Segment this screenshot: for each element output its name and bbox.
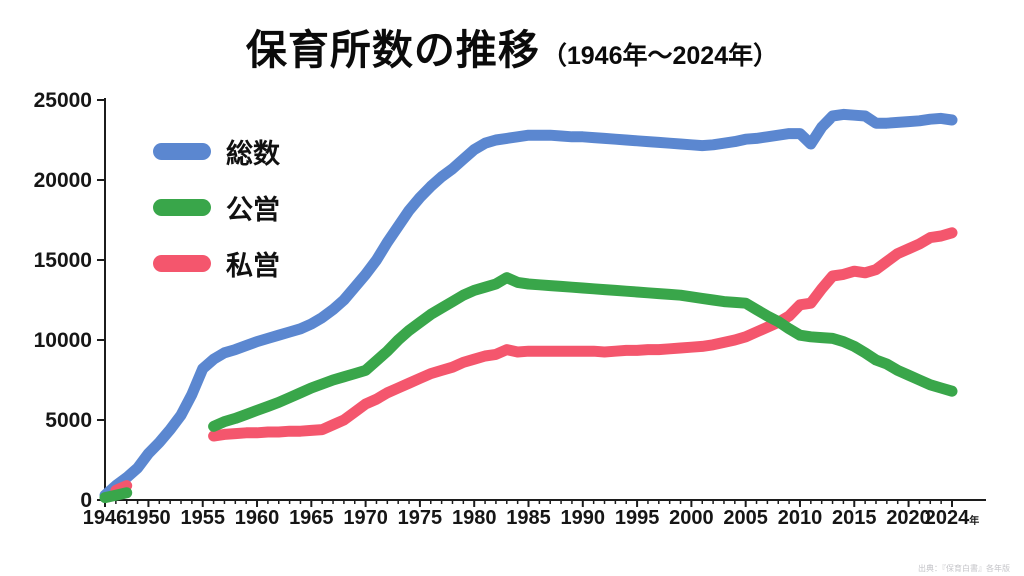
y-tick-label: 25000 (34, 89, 92, 112)
y-tick-label: 10000 (34, 329, 92, 352)
legend-swatch-public (153, 199, 211, 216)
chart-title-main: 保育所数の推移 (245, 27, 540, 73)
x-tick-label: 1975 (398, 507, 443, 529)
source-note: 出典：『保育白書』各年版 (918, 564, 1010, 573)
y-tick-label: 20000 (34, 169, 92, 192)
x-tick-label: 1965 (289, 507, 334, 529)
legend-item-total: 総数 (153, 132, 280, 171)
legend-swatch-private (153, 255, 211, 272)
legend-swatch-total (153, 143, 211, 160)
x-tick-label: 2024年 (925, 507, 980, 529)
x-tick-label: 1970 (343, 507, 388, 529)
x-tick-label: 1960 (235, 507, 280, 529)
x-tick-label: 2005 (723, 507, 768, 529)
x-tick-label: 1955 (180, 507, 225, 529)
legend-item-public: 公営 (153, 188, 280, 227)
line-private (208, 227, 958, 442)
legend-label-total: 総数 (226, 139, 280, 169)
y-tick-label: 15000 (34, 249, 92, 272)
x-tick-label: 1985 (506, 507, 551, 529)
x-tick-label: 1990 (561, 507, 606, 529)
x-tick-label: 2000 (669, 507, 714, 529)
legend-label-private: 私営 (226, 251, 280, 281)
x-tick-label: 1950 (126, 507, 171, 529)
legend-label-public: 公営 (226, 195, 280, 225)
line-total (99, 108, 958, 501)
chart-title-sub: （1946年～2024年） (541, 42, 779, 70)
y-tick-label: 0 (80, 489, 92, 512)
legend-item-private: 私営 (153, 244, 280, 283)
x-tick-label: 1946 (83, 507, 128, 529)
chart-title: 保育所数の推移 （1946年～2024年） (0, 16, 1024, 76)
line-public (208, 272, 958, 432)
y-tick-label: 5000 (45, 409, 92, 432)
x-tick-label: 1980 (452, 507, 497, 529)
legend: 総数 公営 私営 (153, 132, 280, 283)
x-tick-label: 2010 (778, 507, 823, 529)
line-public (99, 487, 133, 504)
x-tick-label: 2020 (886, 507, 931, 529)
x-tick-label: 1995 (615, 507, 660, 529)
x-tick-label: 2015 (832, 507, 877, 529)
